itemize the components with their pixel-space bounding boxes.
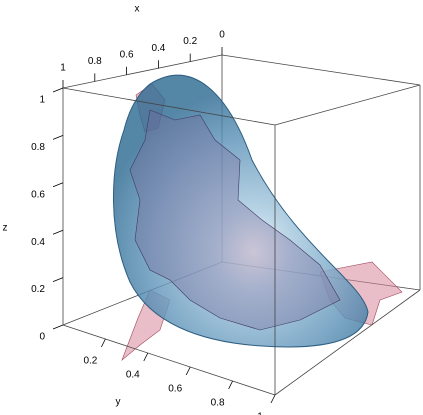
x-tick-label: 0 xyxy=(219,30,225,41)
z-tick-label: 0.2 xyxy=(31,284,45,295)
z-tick-label: 0.8 xyxy=(31,142,45,153)
x-tick-label: 0.8 xyxy=(88,56,102,67)
z-tick xyxy=(52,324,64,330)
x-axis-label: x xyxy=(135,4,140,15)
surface-network xyxy=(129,109,341,331)
z-axis-label: z xyxy=(3,223,8,234)
z-tick xyxy=(52,182,64,188)
x-tick-label: 0.6 xyxy=(120,49,134,60)
x-tick-label: 1 xyxy=(60,63,66,74)
surface-body xyxy=(112,74,369,348)
y-tick-label: 0.4 xyxy=(126,370,140,381)
z-tick xyxy=(52,277,64,282)
z-tick xyxy=(52,87,64,93)
z-tick xyxy=(52,135,64,140)
x-tick-label: 0.4 xyxy=(151,43,165,54)
z-tick-label: 0 xyxy=(39,332,45,343)
y-tick xyxy=(185,366,191,376)
y-axis-label: y xyxy=(116,397,121,408)
x-tick-label: 0.2 xyxy=(183,36,197,47)
z-tick-label: 0.6 xyxy=(31,189,45,200)
y-tick xyxy=(143,352,149,362)
y-tick-label: 0.8 xyxy=(211,398,225,409)
z-tick-label: 0.4 xyxy=(31,237,45,248)
y-tick xyxy=(228,380,233,390)
z-tick-label: 1 xyxy=(39,95,45,106)
y-tick-label: 0.2 xyxy=(83,356,97,367)
y-tick-label: 0.6 xyxy=(168,384,182,395)
y-tick-label: 1 xyxy=(257,412,263,415)
z-tick xyxy=(52,229,64,235)
y-tick xyxy=(270,394,276,404)
box-front xyxy=(62,84,421,396)
y-tick xyxy=(101,338,106,348)
